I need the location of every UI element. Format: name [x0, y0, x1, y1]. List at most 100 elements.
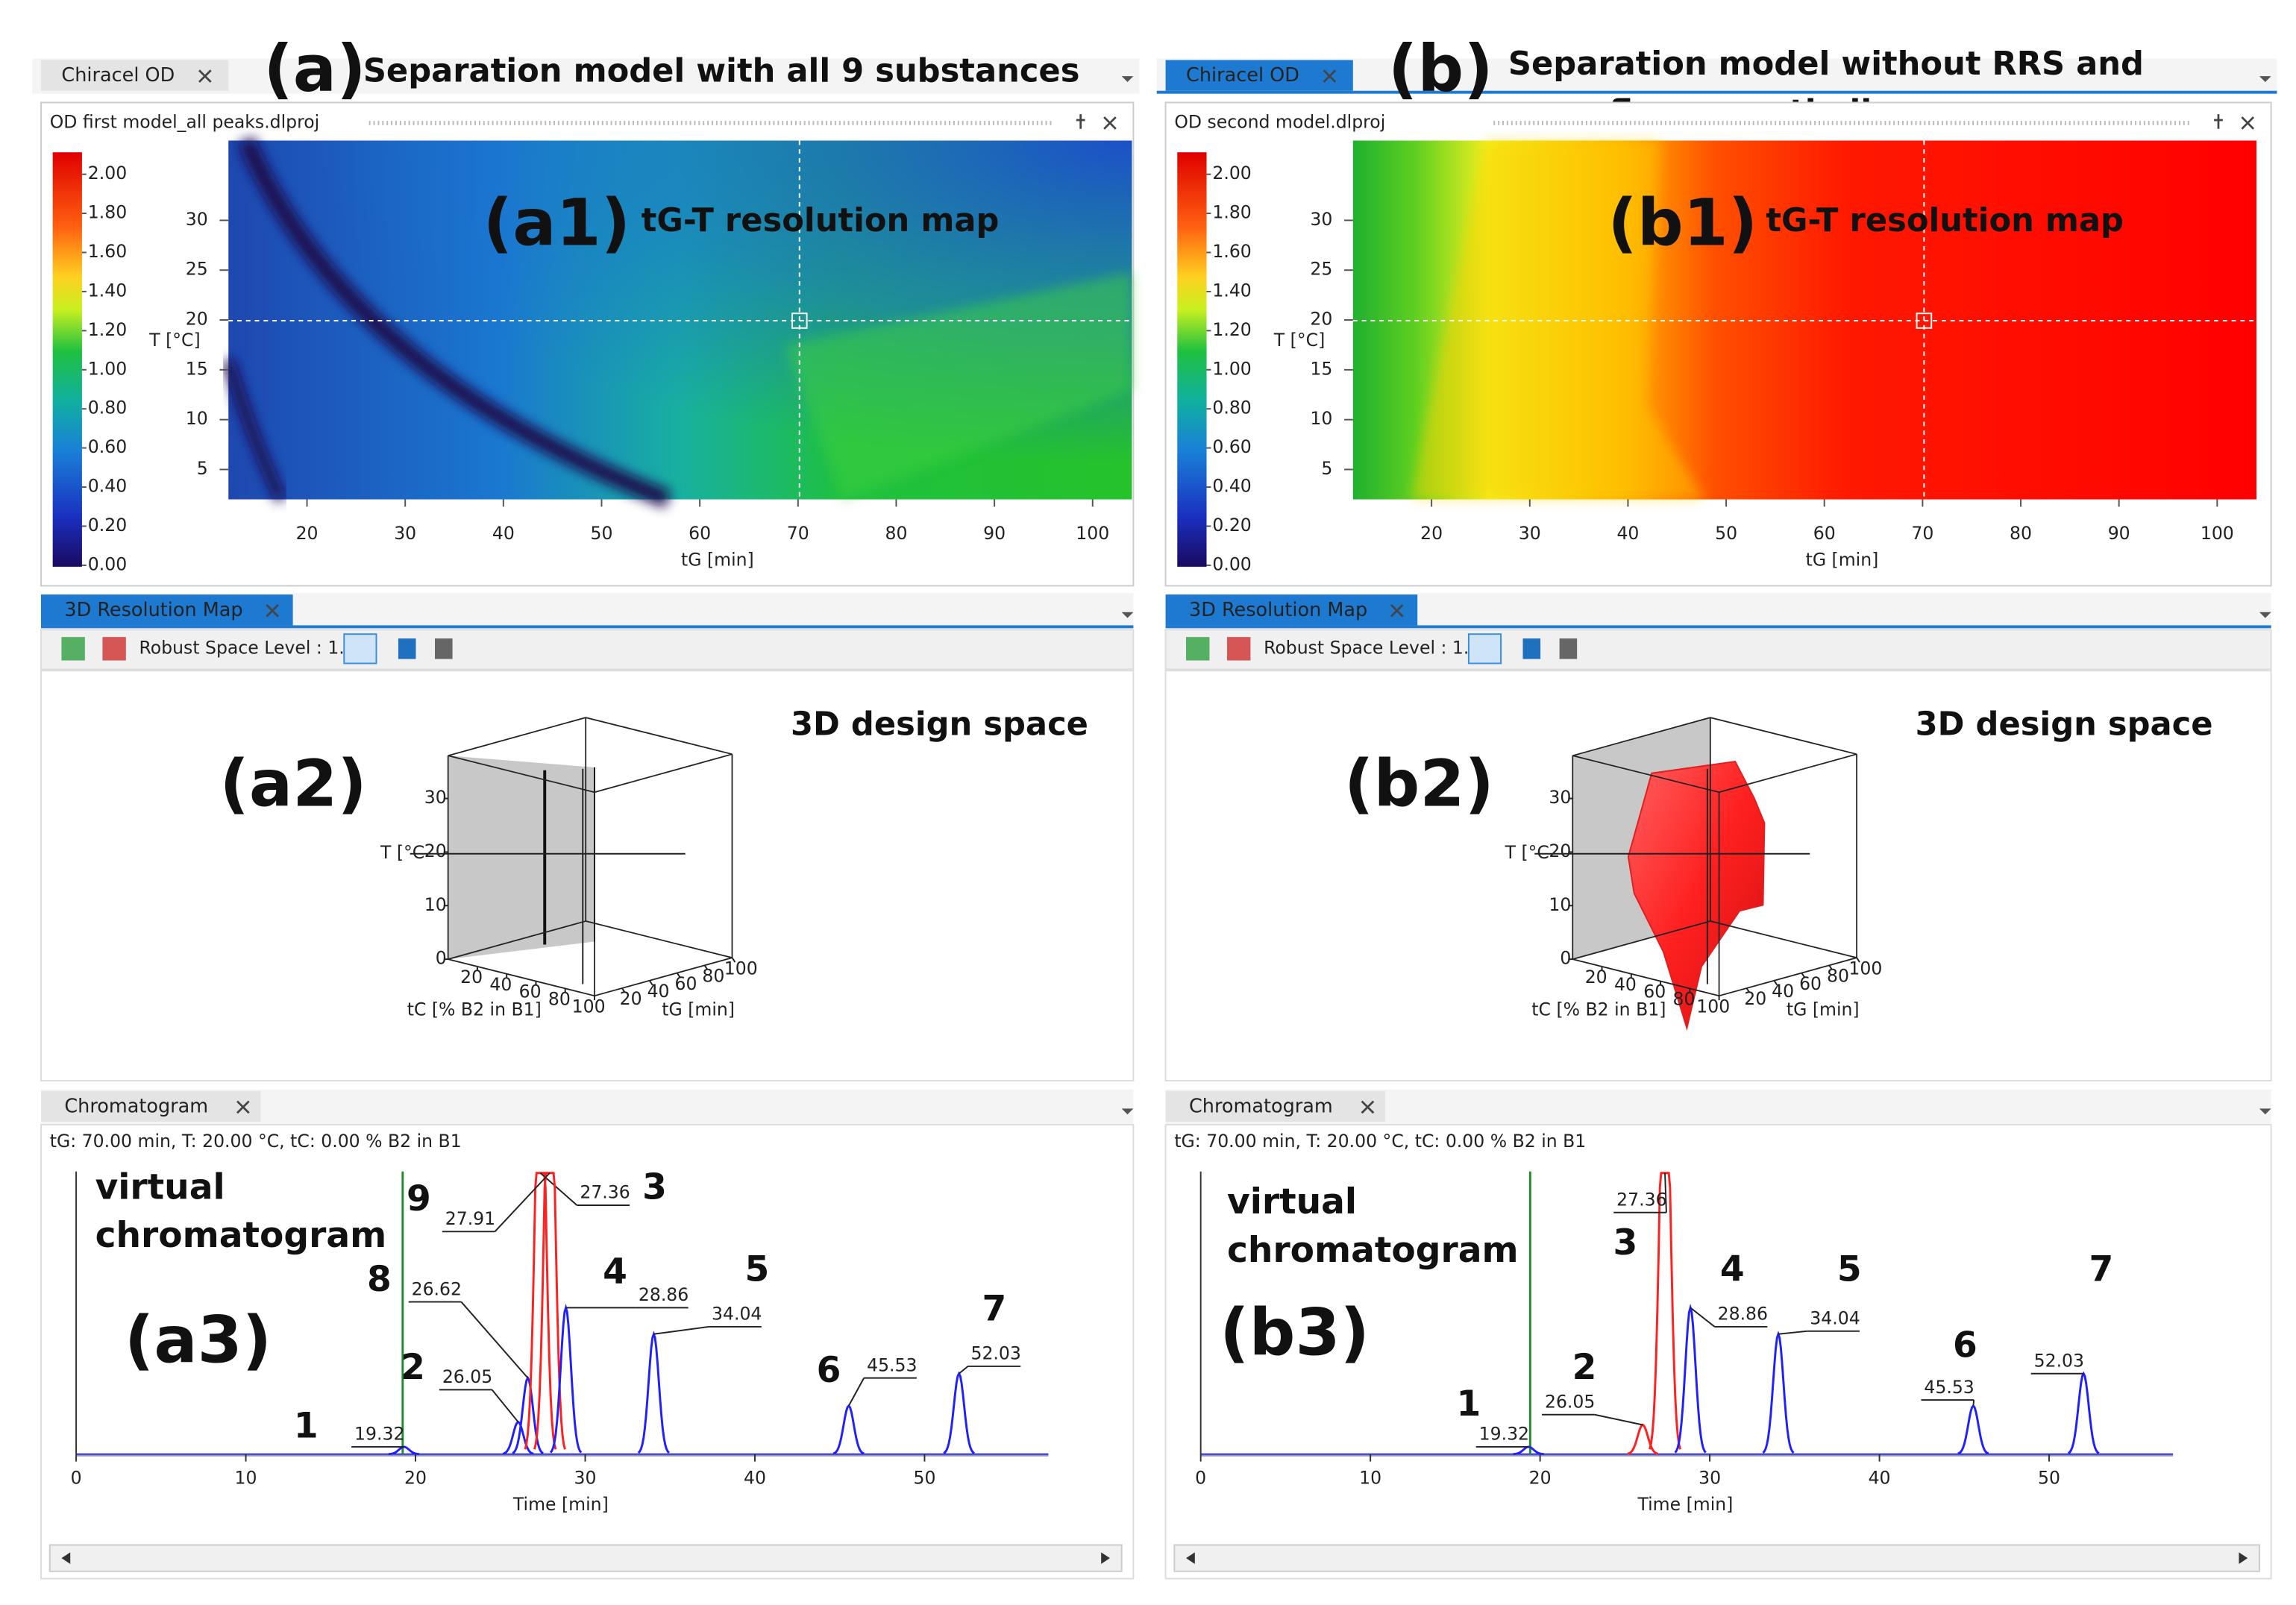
toolbar-button[interactable]	[435, 638, 453, 659]
design-label: (a2)	[219, 747, 366, 821]
peak-time: 34.04	[1810, 1308, 1860, 1329]
peak-time: 27.36	[1616, 1190, 1666, 1210]
scrollbar[interactable]	[1173, 1544, 2260, 1572]
tg-tick-label: 20	[620, 988, 642, 1009]
t-axis-label: T [°C	[1505, 842, 1549, 863]
cube-edge	[448, 717, 586, 757]
colorbar-label: 1.80	[88, 202, 127, 223]
peak-time: 28.86	[1718, 1304, 1768, 1325]
tab[interactable]	[1165, 60, 1353, 91]
peak	[943, 1371, 975, 1454]
dropdown[interactable]	[1121, 76, 1134, 82]
x-axis-label: tG [min]	[681, 550, 754, 571]
x-tick-label: 0	[1195, 1468, 1206, 1489]
chromatogram-area	[1164, 1123, 2272, 1580]
tab[interactable]	[40, 594, 293, 626]
scroll-left[interactable]	[1186, 1552, 1195, 1565]
tg-tick	[1801, 973, 1806, 978]
peak-time: 19.32	[354, 1424, 404, 1445]
peak-number: 2	[401, 1347, 425, 1388]
peak-time: 52.03	[2034, 1351, 2084, 1372]
panel-heading: Separation model without RRS and	[1508, 45, 2144, 83]
tg-tick	[703, 964, 709, 970]
colorbar-label: 0.80	[1212, 398, 1251, 418]
tab[interactable]	[1165, 1090, 1386, 1122]
tc-tick-label: 40	[489, 974, 512, 995]
tab[interactable]	[40, 1090, 261, 1122]
tc-axis-label: tC [% B2 in B1]	[1531, 999, 1666, 1020]
peak-time: 26.05	[1545, 1392, 1595, 1413]
peak	[1674, 1303, 1707, 1454]
peak	[549, 1303, 583, 1454]
toolbar-button[interactable]	[102, 637, 126, 661]
toolbar-button[interactable]	[1227, 637, 1251, 661]
tab[interactable]	[1165, 594, 1418, 626]
close-button[interactable]	[1323, 69, 1337, 83]
label-leader	[1664, 1172, 1667, 1213]
toolbar-button[interactable]	[1467, 633, 1502, 665]
peak-time: 34.04	[712, 1304, 762, 1325]
peak-time: 26.62	[412, 1278, 462, 1299]
x-tick-label: 80	[2010, 523, 2032, 544]
x-tick-label: 50	[591, 523, 613, 544]
close-button[interactable]	[198, 69, 212, 83]
design-title: 3D design space	[1916, 706, 2213, 743]
label-leader	[1690, 1307, 1716, 1328]
panel: Chiracel OD (b) Separation model without R…	[1156, 32, 2277, 1580]
toolbar-button[interactable]	[1559, 638, 1578, 659]
dropdown[interactable]	[2259, 1108, 2271, 1115]
crosshair-marker	[791, 312, 808, 329]
cube-edge	[448, 920, 586, 960]
robust-space-level: Robust Space Level : 1.5	[1264, 637, 1480, 658]
tg-axis-label: tG [min]	[662, 999, 735, 1020]
t-tick-label: 10	[424, 894, 447, 915]
scrollbar[interactable]	[48, 1544, 1123, 1572]
close-button[interactable]	[266, 603, 279, 618]
dropdown[interactable]	[2259, 76, 2271, 82]
dropdown[interactable]	[2259, 612, 2271, 618]
y-tick-label: 30	[1310, 209, 1332, 230]
y-tick-label: 30	[186, 209, 208, 230]
toolbar-button[interactable]	[398, 638, 416, 659]
colorbar-label: 2.00	[1212, 163, 1251, 183]
cube-edge	[1710, 717, 1857, 756]
tc-tick-label: 40	[1614, 974, 1637, 995]
scroll-right[interactable]	[1101, 1552, 1110, 1565]
x-tick-label: 30	[574, 1468, 597, 1489]
colorbar-label: 1.40	[88, 280, 127, 301]
tab-label: Chiracel OD	[61, 64, 175, 87]
y-tick-label: 25	[1310, 259, 1332, 280]
crosshair-marker	[1916, 312, 1933, 329]
toolbar-button[interactable]	[1186, 637, 1210, 661]
toolbar-button[interactable]	[343, 633, 377, 665]
y-tick-label: 20	[186, 309, 208, 330]
cube-edge	[594, 957, 733, 997]
close-button[interactable]	[1361, 1100, 1375, 1114]
close-button[interactable]	[236, 1100, 250, 1114]
dropdown[interactable]	[1121, 1108, 1134, 1115]
colorbar-label: 1.00	[88, 358, 127, 379]
close-button[interactable]	[2241, 116, 2255, 130]
tab-underline	[40, 625, 1134, 629]
tab-underline	[1165, 625, 2271, 629]
pin[interactable]	[1076, 114, 1085, 129]
design-space-volume	[1627, 760, 1766, 1031]
caption: chromatogram	[95, 1215, 387, 1256]
close-button[interactable]	[1390, 603, 1404, 618]
toolbar-button[interactable]	[61, 637, 85, 661]
x-tick-label: 20	[404, 1468, 427, 1489]
scroll-right[interactable]	[2239, 1552, 2248, 1565]
dropdown[interactable]	[1121, 612, 1134, 618]
tc-tick-label: 60	[519, 981, 542, 1002]
tab[interactable]	[40, 60, 229, 91]
t-tick-label: 20	[1549, 841, 1571, 861]
close-button[interactable]	[1103, 116, 1117, 130]
caption: virtual	[1227, 1181, 1357, 1222]
label-leader	[491, 1389, 519, 1423]
x-tick-label: 30	[1519, 523, 1541, 544]
colorbar	[1177, 152, 1207, 567]
scroll-left[interactable]	[61, 1552, 71, 1565]
peak	[512, 1375, 544, 1454]
pin[interactable]	[2214, 114, 2223, 129]
toolbar-button[interactable]	[1522, 638, 1541, 659]
